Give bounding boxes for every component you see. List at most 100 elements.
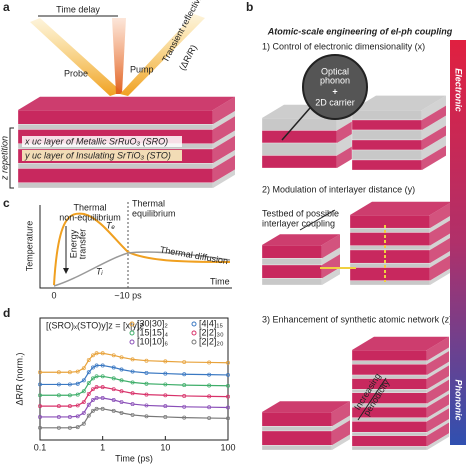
data-point <box>94 385 99 390</box>
data-point <box>130 402 135 407</box>
data-point <box>182 415 187 420</box>
legend-label: [10|10]₆ <box>137 336 168 346</box>
layer <box>351 364 428 376</box>
layer-side <box>213 135 235 164</box>
label: Testbed of possible <box>262 208 339 218</box>
layer-top <box>350 201 452 215</box>
layer <box>17 124 214 130</box>
data-point <box>182 372 187 377</box>
data-point <box>81 400 86 404</box>
bracket <box>9 127 14 189</box>
x-tick-label: 1 <box>100 442 105 452</box>
structures <box>261 95 452 451</box>
data-point <box>67 370 72 375</box>
data-point <box>130 369 135 374</box>
label: Optical <box>321 66 349 76</box>
data-point <box>111 387 116 392</box>
label: Tₑ <box>106 220 115 230</box>
data-point <box>144 358 149 363</box>
label-box <box>22 150 182 161</box>
layer-top <box>352 95 446 110</box>
data-point <box>111 376 116 381</box>
layer <box>261 430 333 446</box>
data-point <box>94 363 99 368</box>
layer-side <box>422 95 446 120</box>
data-point <box>144 403 149 408</box>
series-line <box>40 386 229 407</box>
layer <box>351 446 428 451</box>
data-point <box>100 385 105 390</box>
series-line <box>40 397 229 418</box>
panel-label: b <box>246 0 253 14</box>
label: Tᵢ <box>96 266 103 276</box>
layer-side <box>427 351 449 375</box>
layer <box>351 119 423 131</box>
label: 1) Control of electronic dimensionality … <box>262 41 425 51</box>
layer <box>261 244 323 259</box>
layer-side <box>422 145 446 170</box>
layer-side <box>427 418 449 436</box>
layer-side <box>427 361 449 379</box>
legend-label: [2|2]₂₀ <box>199 336 224 346</box>
data-point <box>38 393 42 398</box>
layer-side <box>430 219 452 246</box>
label: non-equilibrium <box>59 212 121 222</box>
layer <box>261 445 333 451</box>
data-point <box>163 393 168 398</box>
label: Thermal <box>132 198 165 208</box>
magnifier <box>302 54 368 120</box>
label: 0 <box>51 290 56 300</box>
data-point <box>226 372 230 377</box>
data-point <box>100 406 105 411</box>
series-line <box>40 364 229 386</box>
data-point <box>56 393 61 398</box>
label: 2) Modulation of interlayer distance (y) <box>262 184 415 194</box>
label-box <box>22 136 182 147</box>
data-point <box>67 382 72 387</box>
layer-side <box>427 379 449 404</box>
series-line <box>40 352 229 373</box>
layer-side <box>422 135 446 160</box>
data-point <box>226 416 230 421</box>
data-point <box>207 405 212 410</box>
data-point <box>100 374 105 379</box>
data-point <box>56 382 61 387</box>
data-point <box>207 372 212 377</box>
layer-top <box>262 234 340 245</box>
label: Energy <box>68 229 78 258</box>
layer <box>351 431 428 436</box>
layer <box>261 411 333 427</box>
layer <box>349 267 431 281</box>
layer-side <box>332 415 350 431</box>
data-point <box>226 360 230 365</box>
data-point <box>91 353 95 358</box>
panel-label: c <box>3 196 10 210</box>
layer <box>261 155 338 169</box>
layer-side <box>427 365 449 390</box>
label: Time delay <box>56 4 100 14</box>
layer <box>261 264 323 279</box>
layer-side <box>213 149 235 169</box>
data-point <box>81 366 86 371</box>
layer-side <box>430 201 452 229</box>
legend-marker <box>191 321 197 327</box>
series-line <box>40 408 229 429</box>
axes <box>39 205 232 289</box>
data-point <box>86 413 91 418</box>
probe-beam <box>30 18 122 96</box>
data-point <box>111 408 116 413</box>
label: 3) Enhancement of synthetic atomic netwo… <box>262 314 452 324</box>
label: Pump <box>130 64 154 74</box>
layer-side <box>322 267 340 285</box>
layer <box>349 280 431 286</box>
data-point <box>207 416 212 420</box>
data-point <box>56 404 61 409</box>
data-point <box>207 383 212 388</box>
layer-side <box>430 236 452 264</box>
data-point <box>163 382 168 387</box>
label: y uc layer of Insulating SrTiO₃ (STO) <box>24 150 171 160</box>
data-point <box>226 383 230 388</box>
legend-marker <box>191 339 197 345</box>
label: (ΔR/R) <box>177 43 199 72</box>
data-point <box>94 406 99 411</box>
